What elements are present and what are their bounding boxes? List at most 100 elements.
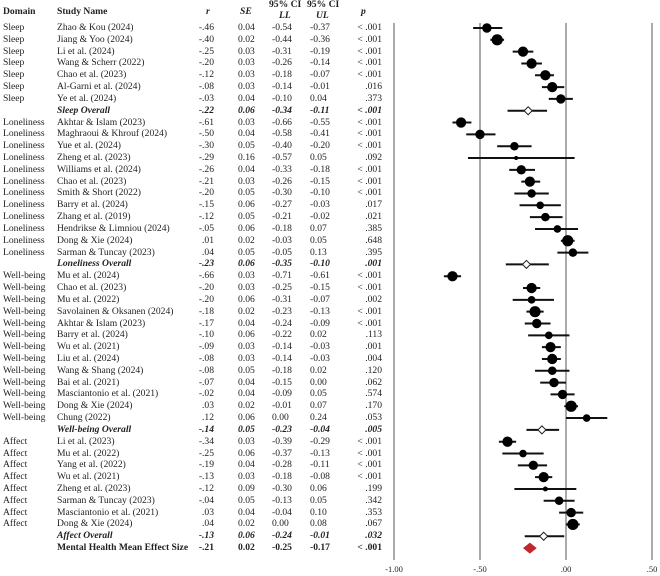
cell-r: -.14 <box>198 423 214 435</box>
cell-r: -.20 <box>198 293 214 305</box>
cell-se: 0.06 <box>238 258 255 270</box>
effect-point <box>482 23 492 33</box>
cell-r: -.19 <box>198 459 214 471</box>
effect-point <box>562 235 574 247</box>
cell-se: 0.05 <box>238 246 255 258</box>
cell-se: 0.03 <box>238 45 255 57</box>
cell-ll: -0.27 <box>272 199 292 211</box>
cell-domain: Well-being <box>3 364 46 376</box>
cell-ll: -0.57 <box>272 152 292 164</box>
cell-p: .170 <box>365 400 382 412</box>
cell-ul: -0.11 <box>310 459 330 471</box>
cell-p: .199 <box>365 482 382 494</box>
cell-se: 0.05 <box>238 494 255 506</box>
cell-study: Savolainen & Oksanen (2024) <box>57 305 174 317</box>
effect-point <box>547 366 557 376</box>
cell-ll: -0.30 <box>272 187 292 199</box>
effect-point <box>455 117 467 128</box>
cell-r: -.08 <box>198 352 214 364</box>
cell-study: Chao et al. (2023) <box>57 175 127 187</box>
cell-se: 0.05 <box>238 211 255 223</box>
cell-domain: Loneliness <box>3 163 45 175</box>
cell-study: Yang et al. (2022) <box>57 459 126 471</box>
cell-ll: -0.35 <box>272 258 292 270</box>
cell-se: 0.06 <box>238 329 255 341</box>
cell-r: -.03 <box>198 92 214 104</box>
cell-ul: -0.19 <box>310 45 330 57</box>
cell-domain: Well-being <box>3 400 46 412</box>
cell-domain: Loneliness <box>3 211 45 223</box>
cell-se: 0.02 <box>238 542 255 554</box>
effect-point <box>538 472 549 483</box>
cell-study: Masciantonio et al. (2021) <box>57 506 159 518</box>
cell-p: < .001 <box>357 435 382 447</box>
cell-se: 0.16 <box>238 152 255 164</box>
cell-se: 0.02 <box>238 400 255 412</box>
cell-ul: -0.03 <box>310 341 330 353</box>
cell-se: 0.03 <box>238 57 255 69</box>
header-domain: Domain <box>3 6 36 17</box>
cell-ul: -0.41 <box>310 128 330 140</box>
cell-r: -.15 <box>198 199 214 211</box>
header-ul: UL <box>316 10 329 21</box>
cell-p: < .001 <box>357 305 382 317</box>
effect-point <box>566 507 576 518</box>
cell-ul: 0.05 <box>310 152 327 164</box>
cell-p: .017 <box>365 199 382 211</box>
cell-p: < .001 <box>357 45 382 57</box>
effect-point <box>545 341 556 353</box>
cell-ul: -0.17 <box>310 542 330 554</box>
cell-ll: -0.24 <box>272 317 292 329</box>
cell-se: 0.04 <box>238 459 255 471</box>
overall-diamond <box>538 531 549 541</box>
cell-p: .113 <box>365 329 382 341</box>
effect-point <box>502 436 513 447</box>
cell-r: -.23 <box>198 258 214 270</box>
cell-study: Chao et al. (2023) <box>57 69 127 81</box>
cell-domain: Affect <box>3 471 28 483</box>
cell-ul: -0.10 <box>310 187 330 199</box>
effect-point <box>514 156 519 161</box>
cell-study: Williams et al. (2024) <box>57 163 141 175</box>
cell-ul: -0.08 <box>310 471 330 483</box>
cell-ul: -0.02 <box>310 211 330 223</box>
cell-study: Chung (2022) <box>57 412 111 424</box>
cell-ll: -0.37 <box>272 447 292 459</box>
cell-r: -.08 <box>198 364 214 376</box>
cell-p: .062 <box>365 376 382 388</box>
cell-domain: Loneliness <box>3 222 45 234</box>
cell-domain: Well-being <box>3 376 46 388</box>
cell-ul: 0.13 <box>310 246 327 258</box>
cell-r: -.26 <box>198 163 214 175</box>
cell-se: 0.05 <box>238 423 255 435</box>
cell-study: Ye et al. (2024) <box>57 92 117 104</box>
cell-domain: Well-being <box>3 293 46 305</box>
cell-ll: -0.13 <box>272 494 292 506</box>
cell-r: -.21 <box>198 175 214 187</box>
cell-domain: Well-being <box>3 329 46 341</box>
cell-p: < .001 <box>357 270 382 282</box>
cell-ll: -0.39 <box>272 435 292 447</box>
cell-ll: -0.54 <box>272 22 292 33</box>
effect-point <box>554 496 564 506</box>
cell-p: < .001 <box>357 459 382 471</box>
cell-domain: Affect <box>3 459 28 471</box>
cell-se: 0.04 <box>238 128 255 140</box>
cell-study: Sleep Overall <box>57 104 111 116</box>
cell-study: Zhao & Kou (2024) <box>57 22 134 33</box>
overall-diamond <box>537 425 547 435</box>
cell-ll: -0.01 <box>272 400 292 412</box>
cell-ul: -0.09 <box>310 317 330 329</box>
cell-study: Li et al. (2023) <box>57 435 115 447</box>
cell-se: 0.04 <box>238 92 255 104</box>
cell-ll: -0.18 <box>272 222 292 234</box>
cell-ll: -0.28 <box>272 459 292 471</box>
cell-r: .01 <box>202 234 214 246</box>
cell-ul: 0.06 <box>310 482 327 494</box>
cell-se: 0.04 <box>238 376 255 388</box>
effect-point <box>549 377 559 388</box>
effect-point <box>557 389 568 400</box>
cell-r: .03 <box>202 400 214 412</box>
cell-p: .395 <box>365 246 382 258</box>
